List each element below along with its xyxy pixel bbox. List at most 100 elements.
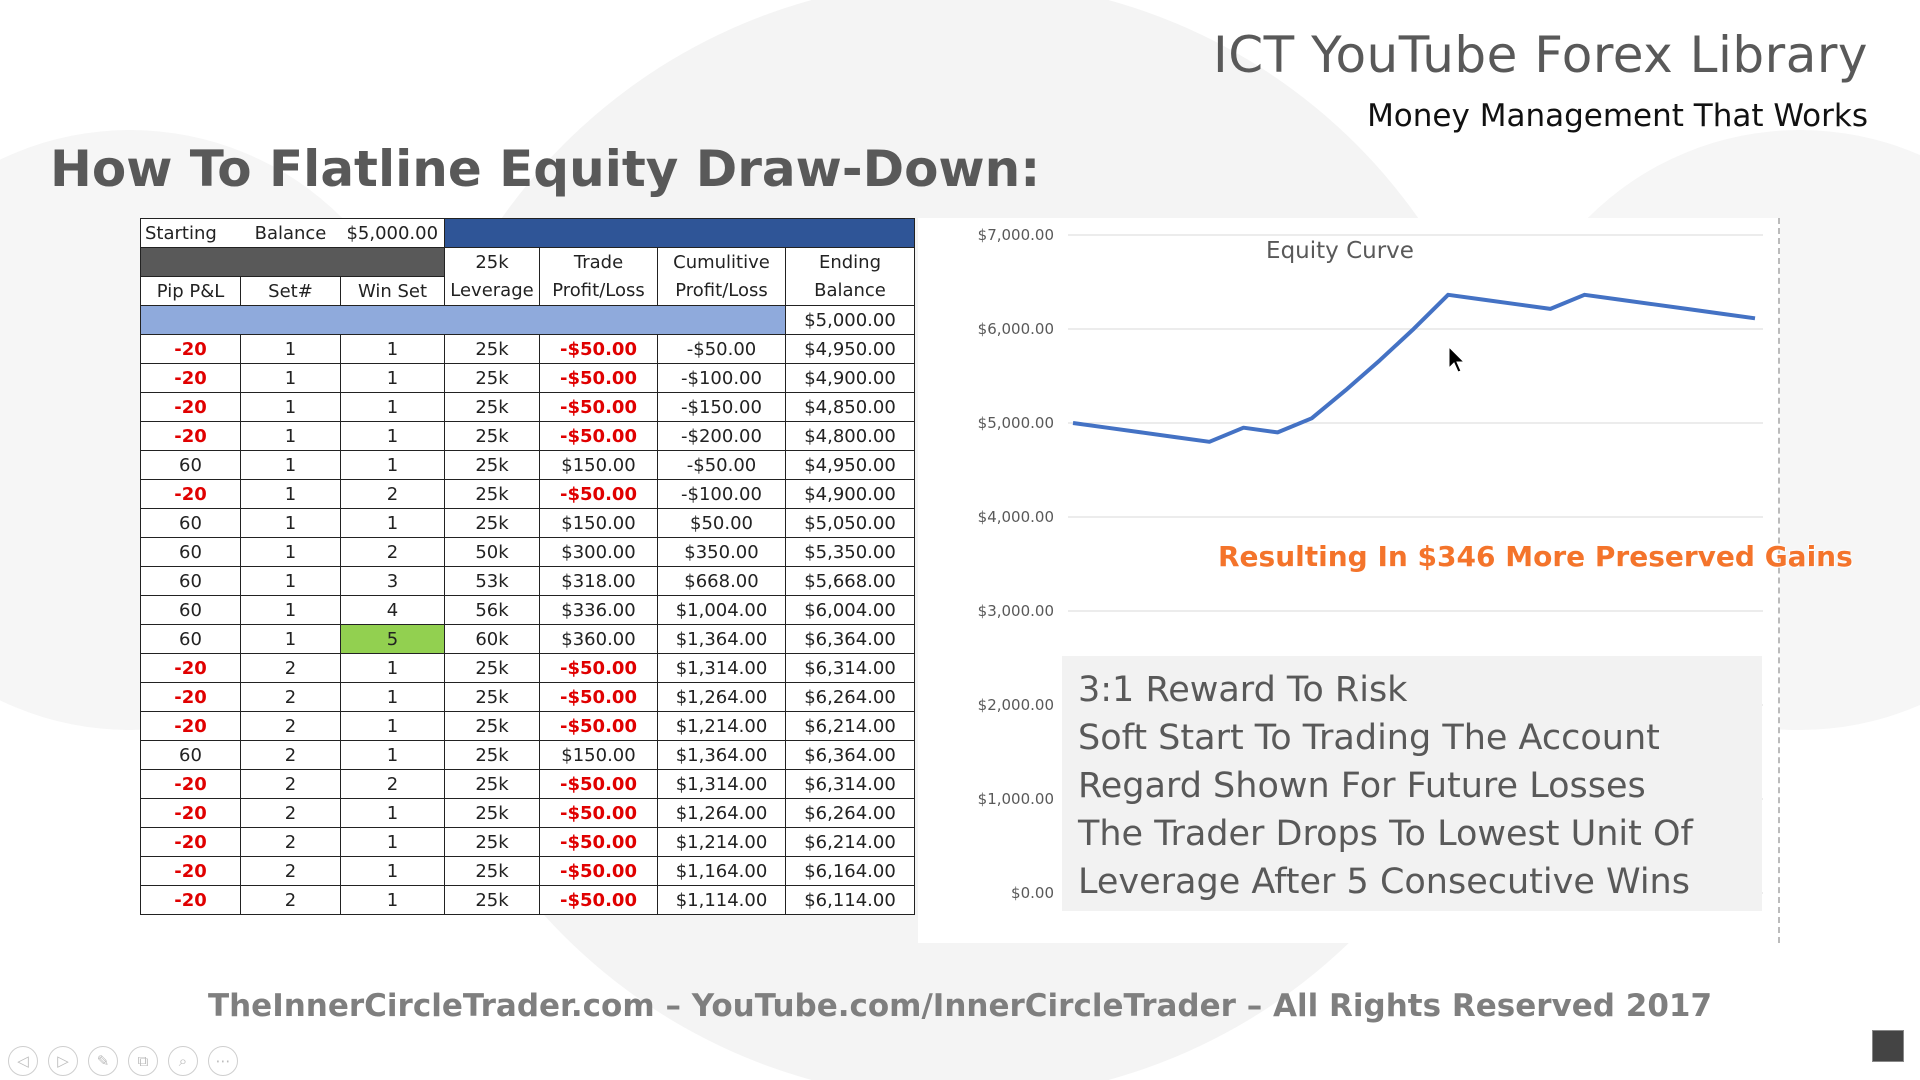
pen-icon[interactable]: ✎ — [88, 1046, 118, 1076]
cumulative-pl-cell: $1,004.00 — [657, 595, 786, 625]
cumulative-pl-cell: $1,264.00 — [657, 798, 786, 828]
set-cell: 1 — [240, 363, 341, 393]
set-cell: 2 — [240, 856, 341, 886]
header-dark-band — [140, 247, 445, 277]
table-row: -20 2 1 25k -$50.00 $1,164.00 $6,164.00 — [140, 856, 915, 886]
cumulative-pl-cell: $1,214.00 — [657, 711, 786, 741]
leverage-cell: 25k — [444, 363, 540, 393]
footer-credit: TheInnerCircleTrader.com – YouTube.com/I… — [207, 988, 1713, 1024]
win-set-cell: 1 — [340, 827, 445, 857]
table-row: -20 1 2 25k -$50.00 -$100.00 $4,900.00 — [140, 479, 915, 509]
cumulative-pl-cell: -$100.00 — [657, 479, 786, 509]
trade-pl-cell: $150.00 — [539, 450, 658, 480]
y-tick-label: $7,000.00 — [978, 226, 1054, 244]
col-ending-top: Ending — [785, 247, 915, 277]
set-cell: 1 — [240, 595, 341, 625]
key-point: Leverage After 5 Consecutive Wins — [1078, 862, 1690, 902]
set-cell: 2 — [240, 827, 341, 857]
cumulative-pl-cell: -$200.00 — [657, 421, 786, 451]
trade-pl-cell: -$50.00 — [539, 769, 658, 799]
leverage-cell: 60k — [444, 624, 540, 654]
key-point: The Trader Drops To Lowest Unit Of — [1078, 814, 1693, 854]
balance-label: Balance — [240, 218, 341, 248]
pip-pl-cell: -20 — [140, 334, 241, 364]
y-tick-label: $6,000.00 — [978, 320, 1054, 338]
win-set-cell: 1 — [340, 856, 445, 886]
leverage-cell: 25k — [444, 711, 540, 741]
pip-pl-cell: -20 — [140, 392, 241, 422]
previous-slide-icon[interactable]: ◁ — [8, 1046, 38, 1076]
table-row: 60 1 1 25k $150.00 $50.00 $5,050.00 — [140, 508, 915, 538]
col-cumulative-pl: Profit/Loss — [657, 276, 786, 306]
trade-pl-cell: -$50.00 — [539, 682, 658, 712]
ending-balance-cell: $5,350.00 — [785, 537, 915, 567]
leverage-cell: 50k — [444, 537, 540, 567]
trade-pl-cell: $360.00 — [539, 624, 658, 654]
table-row: 60 1 5 60k $360.00 $1,364.00 $6,364.00 — [140, 624, 915, 654]
brand-title: ICT YouTube Forex Library — [1212, 26, 1868, 84]
cumulative-pl-cell: $1,314.00 — [657, 769, 786, 799]
header-blue-band — [444, 218, 915, 248]
pip-pl-cell: 60 — [140, 566, 241, 596]
table-row: 60 1 2 50k $300.00 $350.00 $5,350.00 — [140, 537, 915, 567]
table-row: -20 2 1 25k -$50.00 $1,214.00 $6,214.00 — [140, 827, 915, 857]
ending-balance-cell: $6,114.00 — [785, 885, 915, 915]
pip-pl-cell: -20 — [140, 363, 241, 393]
y-tick-label: $1,000.00 — [978, 790, 1054, 808]
zoom-icon[interactable]: ⌕ — [168, 1046, 198, 1076]
col-cumulative-top: Cumulitive — [657, 247, 786, 277]
table-row: -20 1 1 25k -$50.00 -$150.00 $4,850.00 — [140, 392, 915, 422]
col-win-set: Win Set — [340, 276, 445, 306]
next-slide-icon[interactable]: ▷ — [48, 1046, 78, 1076]
set-cell: 2 — [240, 769, 341, 799]
y-tick-label: $4,000.00 — [978, 508, 1054, 526]
leverage-cell: 25k — [444, 334, 540, 364]
chart-title: Equity Curve — [1266, 238, 1414, 264]
table-row: -20 1 1 25k -$50.00 -$200.00 $4,800.00 — [140, 421, 915, 451]
leverage-cell: 25k — [444, 479, 540, 509]
ending-balance-cell: $4,850.00 — [785, 392, 915, 422]
win-set-cell: 1 — [340, 392, 445, 422]
trade-pl-cell: -$50.00 — [539, 334, 658, 364]
header-row-1: 25k Trade Cumulitive Ending — [140, 247, 915, 277]
leverage-cell: 25k — [444, 827, 540, 857]
ending-balance-cell: $4,900.00 — [785, 479, 915, 509]
more-options-icon[interactable]: ⋯ — [208, 1046, 238, 1076]
set-cell: 1 — [240, 566, 341, 596]
cumulative-pl-cell: $350.00 — [657, 537, 786, 567]
presenter-thumbnail-icon[interactable] — [1872, 1030, 1904, 1062]
table-row: 60 1 3 53k $318.00 $668.00 $5,668.00 — [140, 566, 915, 596]
set-cell: 2 — [240, 682, 341, 712]
set-cell: 2 — [240, 653, 341, 683]
win-set-cell: 1 — [340, 711, 445, 741]
y-tick-label: $0.00 — [1011, 884, 1054, 902]
pip-pl-cell: 60 — [140, 595, 241, 625]
starting-balance-value: $5,000.00 — [340, 218, 445, 248]
trade-pl-cell: -$50.00 — [539, 479, 658, 509]
cumulative-pl-cell: $1,314.00 — [657, 653, 786, 683]
preserved-gains-callout: Resulting In $346 More Preserved Gains — [1218, 540, 1853, 573]
brand-subtitle: Money Management That Works — [1367, 98, 1868, 134]
ending-balance-cell: $4,900.00 — [785, 363, 915, 393]
win-set-cell: 5 — [340, 624, 445, 654]
leverage-cell: 53k — [444, 566, 540, 596]
opening-row: $5,000.00 — [140, 305, 915, 335]
ending-balance-cell: $6,364.00 — [785, 624, 915, 654]
set-cell: 1 — [240, 421, 341, 451]
table-row: 60 2 1 25k $150.00 $1,364.00 $6,364.00 — [140, 740, 915, 770]
ending-balance-cell: $4,950.00 — [785, 334, 915, 364]
ending-balance-cell: $5,050.00 — [785, 508, 915, 538]
key-point: Soft Start To Trading The Account — [1078, 718, 1660, 758]
table-row: -20 2 1 25k -$50.00 $1,264.00 $6,264.00 — [140, 682, 915, 712]
header-row-2: Pip P&L Set# Win Set Leverage Profit/Los… — [140, 276, 915, 306]
win-set-cell: 3 — [340, 566, 445, 596]
pip-pl-cell: -20 — [140, 885, 241, 915]
slides-grid-icon[interactable]: ⧉ — [128, 1046, 158, 1076]
y-tick-label: $5,000.00 — [978, 414, 1054, 432]
leverage-cell: 25k — [444, 392, 540, 422]
cumulative-pl-cell: $1,164.00 — [657, 856, 786, 886]
table-row: -20 1 1 25k -$50.00 -$100.00 $4,900.00 — [140, 363, 915, 393]
trade-pl-cell: -$50.00 — [539, 827, 658, 857]
set-cell: 2 — [240, 798, 341, 828]
presentation-controls: ◁ ▷ ✎ ⧉ ⌕ ⋯ — [8, 1046, 238, 1076]
